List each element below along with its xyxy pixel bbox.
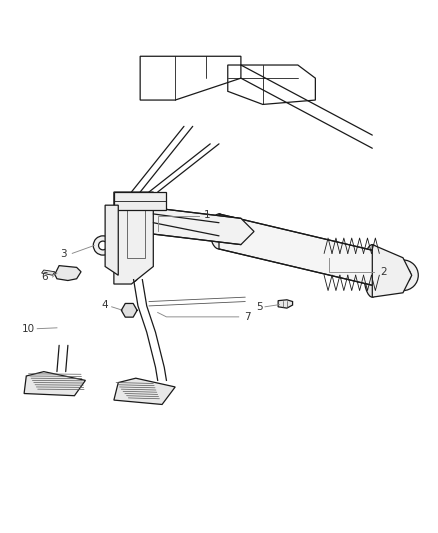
Polygon shape — [24, 372, 85, 395]
Polygon shape — [278, 300, 293, 308]
Polygon shape — [114, 192, 166, 209]
Polygon shape — [121, 303, 137, 317]
Circle shape — [293, 240, 302, 249]
Polygon shape — [131, 205, 254, 245]
Text: 2: 2 — [380, 266, 387, 277]
Polygon shape — [114, 192, 153, 284]
Circle shape — [124, 268, 138, 282]
Circle shape — [240, 226, 251, 237]
Circle shape — [267, 236, 276, 245]
Polygon shape — [372, 245, 412, 297]
Ellipse shape — [364, 245, 381, 297]
Polygon shape — [42, 270, 55, 275]
Text: 10: 10 — [22, 324, 35, 334]
Circle shape — [119, 201, 126, 209]
Circle shape — [193, 221, 201, 229]
Circle shape — [119, 232, 126, 239]
Text: 6: 6 — [41, 272, 48, 282]
Polygon shape — [105, 205, 118, 275]
Circle shape — [93, 236, 113, 255]
Circle shape — [125, 306, 134, 314]
Ellipse shape — [210, 214, 228, 249]
Circle shape — [388, 260, 418, 290]
Circle shape — [224, 227, 231, 234]
Polygon shape — [114, 378, 175, 405]
Polygon shape — [219, 214, 394, 288]
Polygon shape — [55, 265, 81, 280]
Text: 4: 4 — [102, 300, 109, 310]
Circle shape — [120, 259, 126, 265]
Circle shape — [99, 241, 107, 250]
Text: 3: 3 — [60, 249, 67, 259]
Circle shape — [395, 268, 411, 283]
Text: 1: 1 — [204, 210, 210, 220]
Circle shape — [161, 213, 172, 223]
Text: 5: 5 — [256, 302, 263, 312]
Text: 7: 7 — [244, 312, 251, 322]
Circle shape — [320, 249, 328, 258]
